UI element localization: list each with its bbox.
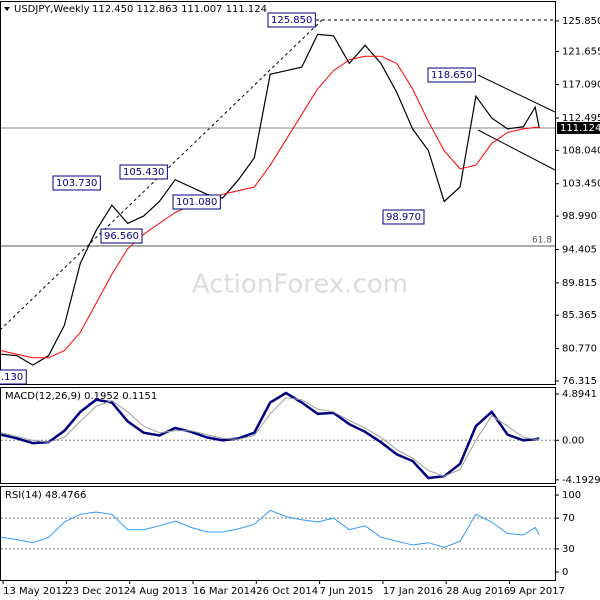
y-tick-label: -4.1929	[562, 475, 600, 486]
x-tick-label: 28 Aug 2016	[446, 586, 510, 597]
annotation: 103.730	[56, 178, 97, 189]
y-tick-label: 76.315	[562, 376, 597, 387]
chart-subtitle: 112.450 112.863 111.007 111.124	[92, 4, 267, 15]
chart-title: USDJPY,Weekly	[14, 4, 90, 15]
y-tick-label: 125.850	[562, 16, 600, 27]
annotation: 118.650	[431, 70, 472, 81]
annotation-box	[0, 369, 27, 385]
y-tick-label: 117.090	[562, 80, 600, 91]
annotation-box	[267, 12, 316, 28]
menu-triangle	[4, 7, 10, 11]
annotation: .130	[1, 372, 23, 383]
channel-line	[477, 74, 556, 113]
rsi-panel	[0, 486, 556, 581]
annotation: 98.970	[386, 212, 421, 223]
current-price-label: 111.124	[560, 123, 600, 134]
y-tick-label: 70	[562, 513, 575, 524]
y-tick-label: 108.040	[562, 145, 600, 156]
y-tick-label: 103.450	[562, 179, 600, 190]
series-line	[0, 391, 540, 480]
y-tick-label: 89.815	[562, 278, 597, 289]
y-tick-label: 30	[562, 544, 575, 555]
fib-label: 61.8	[532, 236, 552, 246]
annotation: 96.560	[104, 231, 139, 242]
series-line	[0, 55, 540, 359]
channel-line	[477, 129, 556, 171]
y-tick-label: 80.770	[562, 344, 597, 355]
y-tick-label: 0.00	[562, 435, 584, 446]
x-tick-label: 13 May 2012	[3, 586, 68, 597]
annotation: 101.080	[176, 197, 217, 208]
annotation: 125.850	[271, 15, 312, 26]
current-price-box	[557, 121, 600, 134]
annotation-box	[172, 194, 221, 210]
series-line	[0, 397, 540, 477]
y-tick-label: 121.655	[562, 46, 600, 57]
y-tick-label: 4.8941	[562, 389, 597, 400]
series-line	[1, 509, 540, 548]
x-tick-label: 7 Jun 2015	[320, 586, 374, 597]
y-tick-label: 0	[562, 567, 568, 578]
annotation-box	[119, 164, 168, 180]
macd-title: MACD(12,26,9) 0.1952 0.1151	[5, 391, 157, 402]
annotation-box	[52, 175, 101, 191]
annotation-box	[382, 209, 425, 225]
watermark: ActionForex.com	[192, 270, 408, 300]
price-panel	[0, 1, 556, 385]
macd-panel	[0, 387, 556, 484]
x-tick-label: 23 Dec 2012	[66, 586, 130, 597]
y-tick-label: 100	[562, 490, 581, 501]
y-tick-label: 94.405	[562, 244, 597, 255]
x-tick-label: 9 Apr 2017	[510, 586, 565, 597]
x-tick-label: 17 Jan 2016	[383, 586, 443, 597]
y-tick-label: 85.365	[562, 310, 597, 321]
y-tick-label: 98.990	[562, 211, 597, 222]
y-tick-label: 112.495	[562, 113, 600, 124]
annotation: 105.430	[123, 167, 164, 178]
x-tick-label: 4 Aug 2013	[130, 586, 188, 597]
annotation-box	[427, 67, 476, 83]
x-tick-label: 16 Mar 2014	[193, 586, 256, 597]
annotation-box	[100, 228, 143, 244]
rsi-title: RSI(14) 48.4766	[5, 490, 86, 501]
series-line	[1, 33, 540, 366]
x-tick-label: 26 Oct 2014	[256, 586, 318, 597]
